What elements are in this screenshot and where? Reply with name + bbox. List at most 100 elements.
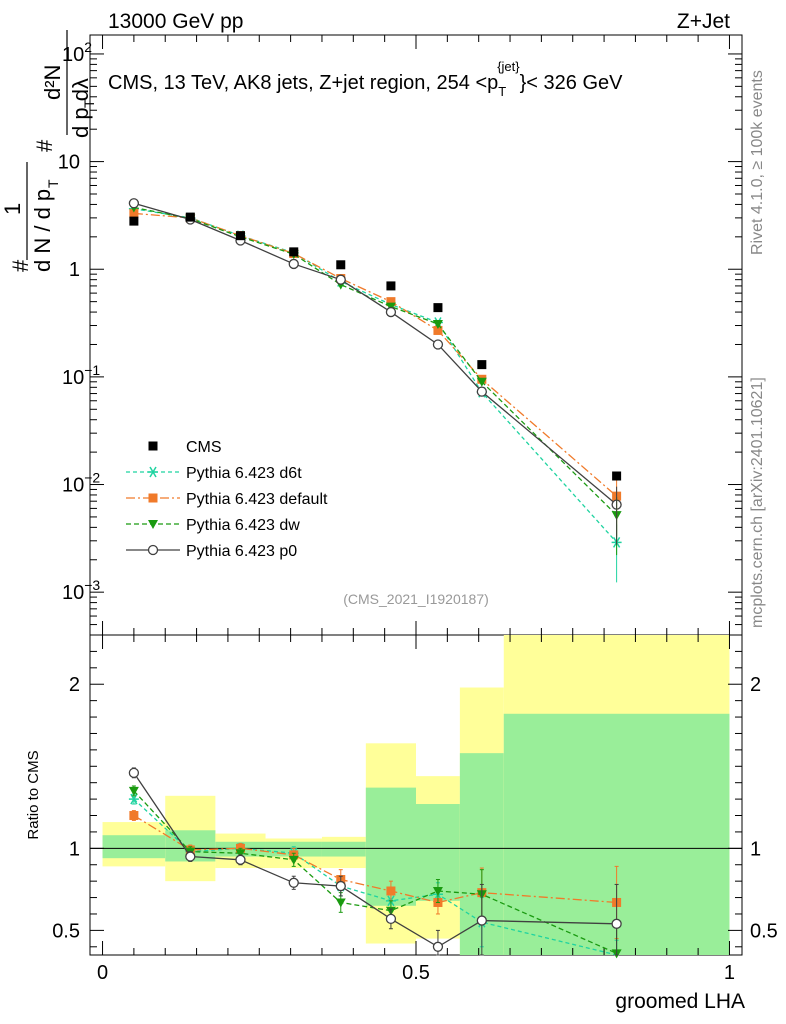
plot-title-end: }< 326 GeV	[520, 72, 624, 94]
analysis-watermark: (CMS_2021_I1920187)	[343, 591, 489, 607]
main-x-ticks	[102, 35, 730, 635]
reference-point	[289, 247, 299, 257]
ylabel-sub-t: T	[45, 179, 61, 188]
y-tick-label: 10−2	[62, 470, 100, 497]
series-point	[129, 208, 139, 218]
reference-point	[433, 303, 443, 313]
ylabel-hash-mid: #	[32, 139, 57, 152]
y-tick-base: 10	[62, 367, 84, 389]
legend-marker	[147, 544, 159, 556]
x-axis-label: groomed LHA	[615, 990, 745, 1013]
ratio-tick-label-right: 0.5	[750, 920, 778, 942]
x-tick-label: 1	[724, 962, 735, 984]
ratio-tick-label-right: 2	[750, 674, 761, 696]
ratio-stat-band	[102, 835, 166, 859]
ratio-uncertainty-bands	[102, 635, 730, 955]
reference-point	[477, 360, 487, 370]
y-tick-exponent: 2	[84, 39, 92, 55]
legend-label: Pythia 6.423 p0	[186, 543, 297, 560]
legend-marker	[148, 466, 158, 478]
series-point	[335, 274, 346, 285]
plot-title: CMS, 13 TeV, AK8 jets, Z+jet region, 254…	[108, 59, 623, 99]
y-tick-base: 10	[62, 475, 84, 497]
ratio-point	[611, 918, 622, 929]
series-point	[432, 339, 444, 350]
ratio-tick-label-right: 1	[750, 838, 761, 860]
ylabel-dpt-dl: d p dλ	[68, 78, 93, 138]
legend-label: Pythia 6.423 d6t	[186, 465, 302, 482]
series-point	[476, 386, 487, 397]
legend-marker	[148, 493, 158, 503]
ratio-point	[335, 898, 346, 908]
ylabel-dn-dp: d N / d p	[30, 189, 55, 272]
y-tick-exponent: −3	[84, 577, 100, 593]
ylabel-sub-t2: T	[81, 99, 97, 108]
series-line	[133, 202, 618, 506]
series-point	[288, 258, 299, 270]
reference-point	[386, 281, 396, 291]
ratio-point	[385, 913, 397, 925]
main-y-axis-label: # 1 d N / d p T # d²N d p dλ T	[0, 30, 97, 272]
ratio-tick-label: 1	[69, 838, 80, 860]
series-point	[385, 306, 397, 318]
ratio-point	[432, 941, 444, 952]
y-tick-exponent: −2	[84, 470, 100, 486]
ratio-x-ticks: 0 0.5 1	[97, 635, 735, 984]
reference-point	[235, 231, 245, 241]
y-tick-label: 102	[62, 39, 92, 66]
y-tick-base: 10	[62, 582, 84, 604]
reference-point	[612, 471, 622, 481]
ylabel-hash-left: #	[8, 259, 33, 272]
reference-point	[129, 216, 139, 226]
ratio-point	[128, 767, 140, 778]
series-point	[433, 325, 443, 335]
y-tick-exponent: −1	[84, 362, 100, 378]
main-reference-layer	[129, 212, 622, 481]
y-tick-label: 10	[58, 152, 80, 174]
marker-stroke	[149, 466, 157, 478]
series-point	[476, 377, 487, 387]
ratio-point	[386, 886, 396, 896]
reference-point	[336, 260, 346, 270]
plot-title-sup: {jet}	[497, 59, 520, 74]
ratio-tick-label: 2	[69, 674, 80, 696]
series-point	[386, 297, 396, 307]
x-tick-label: 0	[97, 962, 108, 984]
legend-marker-cms	[148, 441, 158, 451]
ratio-point	[288, 855, 299, 865]
ratio-y-ticks: 0.5 0.5 1 1 2 2	[52, 650, 778, 948]
ratio-point	[288, 877, 299, 888]
ratio-point	[432, 887, 443, 896]
series-line	[133, 206, 618, 516]
series-line	[133, 212, 618, 497]
reference-point	[185, 212, 195, 222]
ratio-point	[128, 786, 139, 796]
series-point	[128, 198, 140, 209]
ratio-tick-label: 0.5	[52, 920, 80, 942]
legend-label: Pythia 6.423 default	[186, 491, 328, 508]
header-left-title: 13000 GeV pp	[108, 10, 243, 33]
ratio-point	[129, 811, 139, 821]
x-tick-label: 0.5	[402, 962, 430, 984]
y-tick-label: 10−3	[62, 577, 100, 604]
ratio-point	[476, 915, 487, 926]
header-right-title: Z+Jet	[677, 10, 730, 33]
y-tick-label: 10−1	[62, 362, 100, 389]
ratio-point	[185, 851, 196, 862]
legend-marker	[148, 520, 158, 529]
plot-title-main: CMS, 13 TeV, AK8 jets, Z+jet region, 254…	[108, 72, 498, 94]
ratio-point	[235, 849, 246, 859]
ratio-stat-band	[321, 841, 366, 857]
ratio-series-layer	[128, 767, 622, 959]
ratio-y-axis-label: Ratio to CMS	[25, 750, 42, 839]
mcplots-credit: mcplots.cern.ch [arXiv:2401.10621]	[749, 377, 766, 628]
y-tick-label: 1	[69, 259, 80, 281]
ylabel-one: 1	[0, 203, 25, 215]
ratio-point	[335, 880, 346, 892]
series-line	[133, 208, 618, 543]
plot-title-sub: T	[498, 84, 506, 99]
y-tick-base: 10	[62, 44, 84, 66]
legend-label: Pythia 6.423 dw	[186, 517, 300, 534]
